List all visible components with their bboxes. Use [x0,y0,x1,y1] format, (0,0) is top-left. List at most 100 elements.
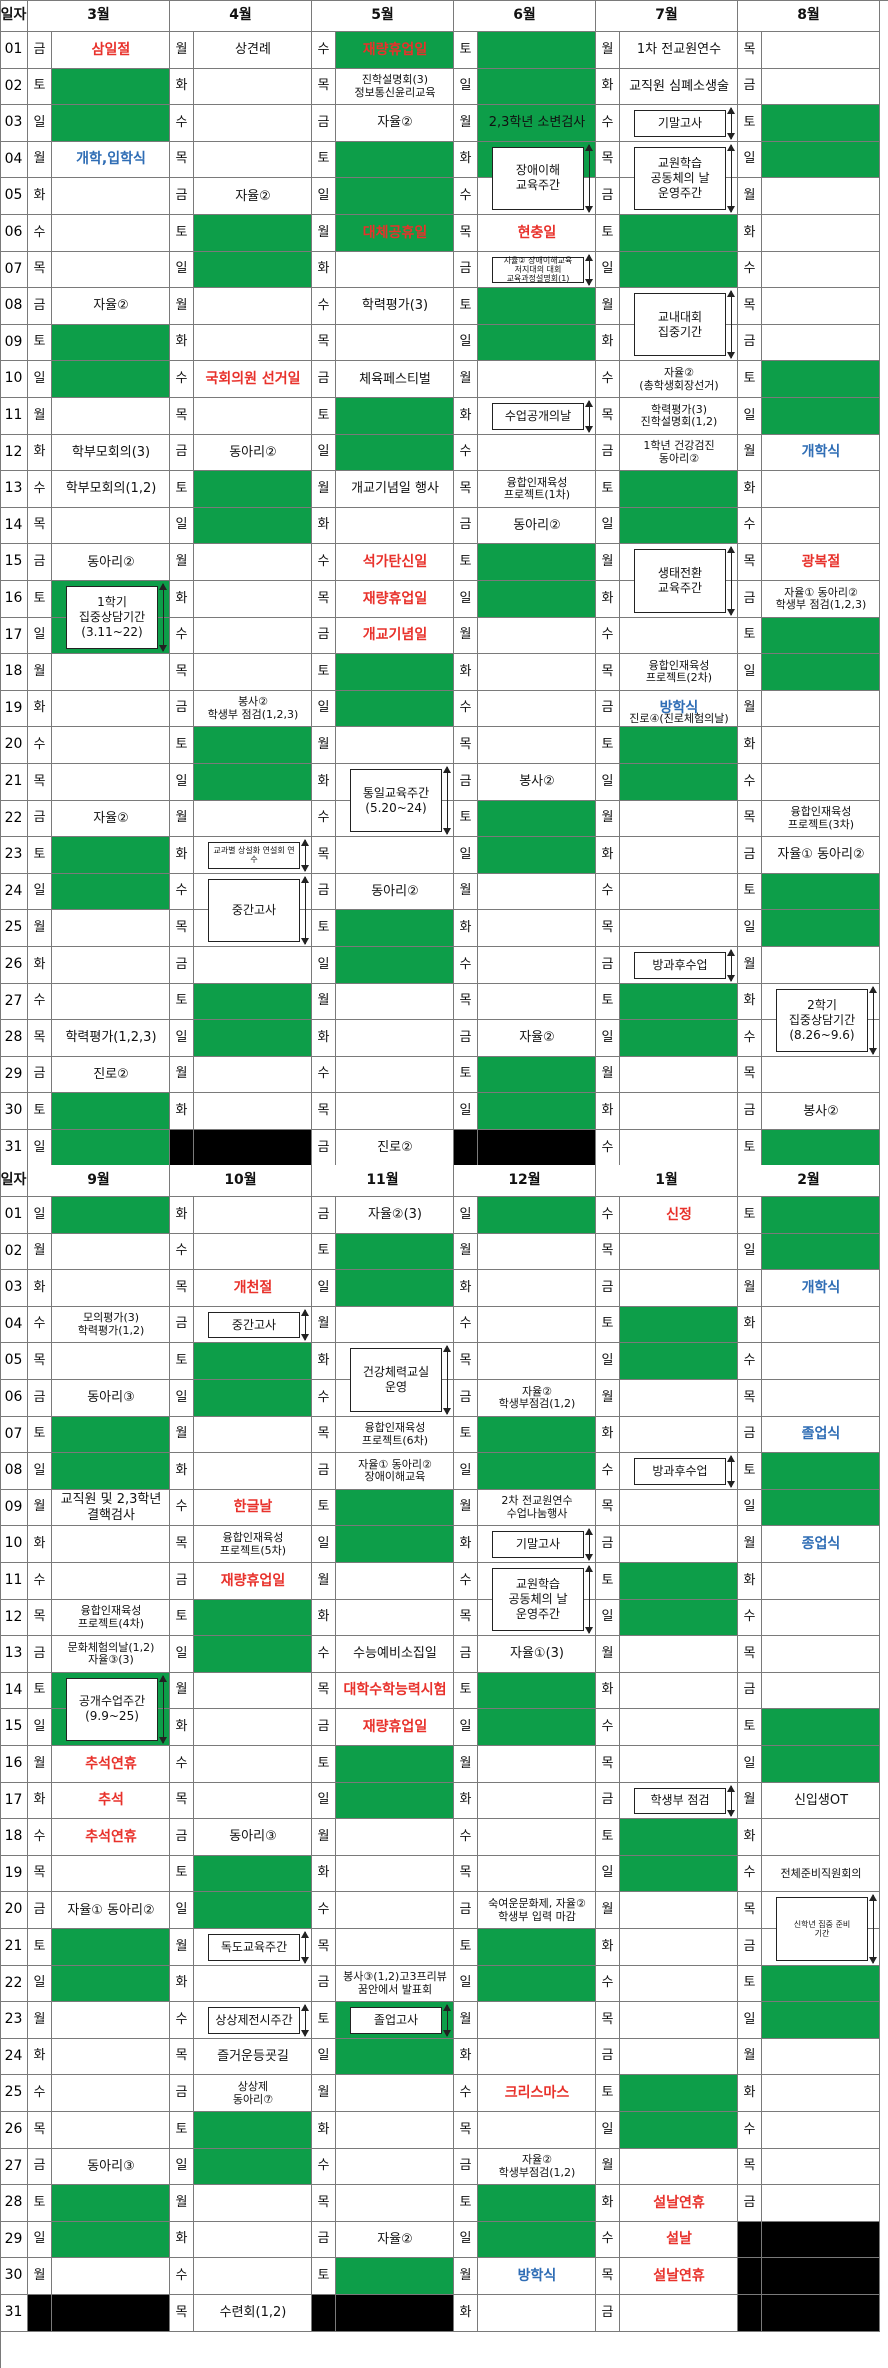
event-cell[interactable] [762,1636,880,1673]
event-cell[interactable] [336,654,454,691]
event-cell[interactable] [52,2112,170,2149]
event-cell[interactable] [52,1056,170,1094]
event-cell[interactable] [336,251,454,289]
event-cell[interactable] [336,544,454,581]
event-cell[interactable] [336,1709,454,1746]
event-cell[interactable] [336,1233,454,1271]
event-cell[interactable] [762,2112,880,2149]
event-cell[interactable] [620,837,738,874]
event-cell[interactable] [336,1526,454,1563]
event-cell[interactable] [762,1709,880,1746]
event-cell[interactable] [762,2185,880,2222]
event-cell[interactable] [620,1453,738,1490]
event-cell[interactable] [52,1380,170,1417]
event-cell[interactable] [762,32,880,69]
event-cell[interactable] [478,178,596,215]
event-cell[interactable] [620,471,738,508]
event-cell[interactable] [620,1056,738,1094]
event-cell[interactable] [336,1599,454,1637]
event-cell[interactable] [478,288,596,325]
event-cell[interactable] [52,178,170,215]
event-cell[interactable] [620,2185,738,2222]
event-cell[interactable] [762,1306,880,1344]
event-cell[interactable] [336,398,454,435]
event-cell[interactable] [762,1453,880,1490]
event-cell[interactable] [336,434,454,472]
event-cell[interactable] [762,2002,880,2039]
event-cell[interactable] [336,1093,454,1130]
event-cell[interactable] [194,1489,312,1527]
event-cell[interactable] [194,1599,312,1637]
event-cell[interactable] [336,215,454,252]
event-cell[interactable] [52,2295,170,2332]
event-cell[interactable] [478,1270,596,1307]
event-cell[interactable] [52,105,170,142]
event-cell[interactable] [478,1306,596,1344]
event-cell[interactable] [762,1746,880,1783]
event-cell[interactable] [52,654,170,691]
event-cell[interactable] [620,1563,738,1600]
event-cell[interactable] [194,105,312,142]
event-cell[interactable] [620,1782,738,1820]
event-cell[interactable] [478,507,596,545]
event-cell[interactable] [478,1782,596,1820]
event-cell[interactable] [620,2002,738,2039]
event-cell[interactable] [336,324,454,362]
event-cell[interactable] [194,1380,312,1417]
event-cell[interactable] [52,2038,170,2076]
event-cell[interactable] [762,1197,880,1234]
event-cell[interactable] [194,654,312,691]
event-cell[interactable] [52,1819,170,1856]
event-cell[interactable] [336,1929,454,1966]
event-cell[interactable] [762,1416,880,1454]
event-cell[interactable] [620,1020,738,1057]
event-cell[interactable] [194,2258,312,2295]
event-cell[interactable] [762,1599,880,1637]
event-cell[interactable] [478,837,596,874]
event-cell[interactable] [762,2295,880,2332]
event-cell[interactable] [194,1343,312,1380]
event-cell[interactable] [194,471,312,508]
event-cell[interactable] [620,581,738,618]
event-cell[interactable] [762,1563,880,1600]
event-cell[interactable] [762,764,880,801]
event-cell[interactable] [478,398,596,435]
event-cell[interactable] [194,1270,312,1307]
event-cell[interactable] [762,800,880,838]
event-cell[interactable] [336,361,454,398]
event-cell[interactable] [478,544,596,581]
event-cell[interactable] [336,1892,454,1929]
event-cell[interactable] [762,617,880,655]
event-cell[interactable] [762,1819,880,1856]
event-cell[interactable] [194,2295,312,2332]
event-cell[interactable] [478,2148,596,2186]
event-cell[interactable] [52,32,170,69]
event-cell[interactable] [762,544,880,581]
event-cell[interactable] [194,1526,312,1563]
event-cell[interactable] [620,800,738,838]
event-cell[interactable] [478,2185,596,2222]
event-cell[interactable] [52,1416,170,1454]
event-cell[interactable] [52,1855,170,1893]
event-cell[interactable] [762,361,880,398]
event-cell[interactable] [762,1965,880,2003]
event-cell[interactable] [52,141,170,179]
event-cell[interactable] [620,1929,738,1966]
event-cell[interactable] [194,1453,312,1490]
event-cell[interactable] [52,434,170,472]
event-cell[interactable] [336,983,454,1021]
event-cell[interactable] [478,1965,596,2003]
event-cell[interactable] [194,1929,312,1966]
event-cell[interactable] [194,617,312,655]
event-cell[interactable] [336,837,454,874]
event-cell[interactable] [478,1197,596,1234]
event-cell[interactable] [620,1197,738,1234]
event-cell[interactable] [478,2075,596,2112]
event-cell[interactable] [336,873,454,911]
event-cell[interactable] [336,800,454,838]
event-cell[interactable] [620,1416,738,1454]
event-cell[interactable] [52,873,170,911]
event-cell[interactable] [620,1892,738,1929]
event-cell[interactable] [194,178,312,215]
event-cell[interactable] [194,361,312,398]
